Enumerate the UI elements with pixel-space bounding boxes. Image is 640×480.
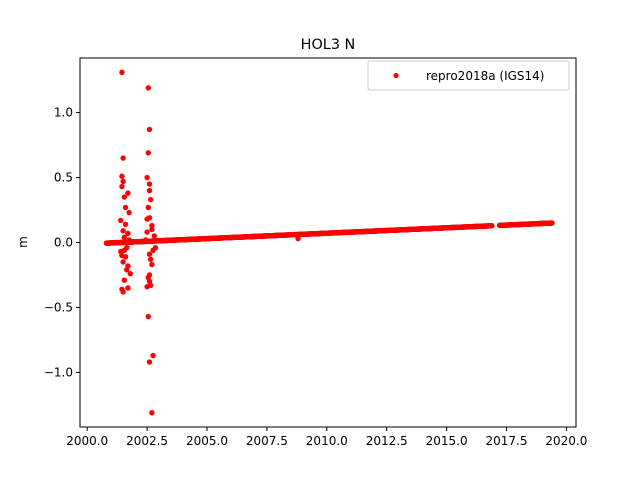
data-point <box>120 155 126 161</box>
axes: 2000.0 2002.5 2005.0 2007.5 2010.0 2012.5 2015… <box>44 57 587 448</box>
data-point <box>118 217 124 224</box>
data-point <box>146 181 153 187</box>
data-point <box>127 270 134 277</box>
data-point <box>119 252 125 259</box>
plot-area <box>103 69 555 416</box>
data-point <box>150 247 156 253</box>
data-point <box>121 277 128 283</box>
data-point <box>146 126 153 133</box>
data-point <box>147 256 154 263</box>
x-tick-label: 2015.0 <box>426 434 468 448</box>
x-tick-label: 2012.5 <box>366 434 408 448</box>
x-tick-label: 2010.0 <box>306 434 348 448</box>
data-point <box>120 259 126 265</box>
data-point <box>144 229 150 235</box>
data-point <box>144 174 150 181</box>
data-point <box>146 187 153 194</box>
x-tick-label: 2005.0 <box>186 434 228 448</box>
data-point <box>145 313 151 320</box>
data-point <box>145 150 151 156</box>
legend-marker <box>393 72 399 79</box>
legend-entry-label: repro2018a (IGS14) <box>426 69 544 83</box>
data-point <box>149 222 155 229</box>
data-point <box>122 204 129 211</box>
data-point <box>146 251 153 257</box>
data-point <box>147 196 154 203</box>
y-tick-label: 0.5 <box>54 171 73 185</box>
chart-title: HOL3 N <box>301 37 356 53</box>
data-point <box>120 228 126 234</box>
y-axis-label: m <box>16 236 30 248</box>
data-point <box>121 234 128 240</box>
data-point <box>549 220 555 226</box>
data-point <box>143 237 149 243</box>
data-point <box>149 261 155 268</box>
data-point <box>151 233 157 239</box>
data-point <box>119 69 125 75</box>
data-point <box>146 215 153 221</box>
data-point <box>295 235 301 242</box>
data-point <box>124 267 130 273</box>
legend-box <box>367 60 570 91</box>
data-point <box>146 359 153 365</box>
legend: repro2018a (IGS14) <box>367 60 570 91</box>
data-point <box>150 352 156 359</box>
data-point <box>489 223 495 229</box>
y-tick-label: 1.0 <box>54 106 73 120</box>
data-point <box>146 278 153 285</box>
data-point <box>126 209 132 216</box>
data-point <box>145 204 151 211</box>
data-point <box>145 85 151 91</box>
data-point <box>149 226 155 233</box>
data-point <box>120 289 126 295</box>
x-tick-label: 2007.5 <box>246 434 288 448</box>
data-point <box>149 410 155 416</box>
data-point <box>119 183 125 190</box>
data-point <box>126 237 132 243</box>
x-tick-label: 2020.0 <box>545 434 587 448</box>
x-tick-label: 2017.5 <box>486 434 528 448</box>
data-point <box>121 247 128 253</box>
data-point <box>125 285 131 291</box>
data-point <box>125 190 131 196</box>
data-point <box>122 221 129 228</box>
data-point <box>120 178 126 185</box>
x-tick-label: 2000.0 <box>66 434 108 448</box>
data-point <box>119 173 125 179</box>
y-tick-label: 0.0 <box>54 236 73 250</box>
y-tick-label: −1.0 <box>44 365 73 379</box>
data-point <box>121 194 128 200</box>
y-tick-label: −0.5 <box>44 300 73 314</box>
data-point <box>125 230 131 237</box>
series-0 <box>103 69 555 416</box>
x-tick-label: 2002.5 <box>126 434 168 448</box>
